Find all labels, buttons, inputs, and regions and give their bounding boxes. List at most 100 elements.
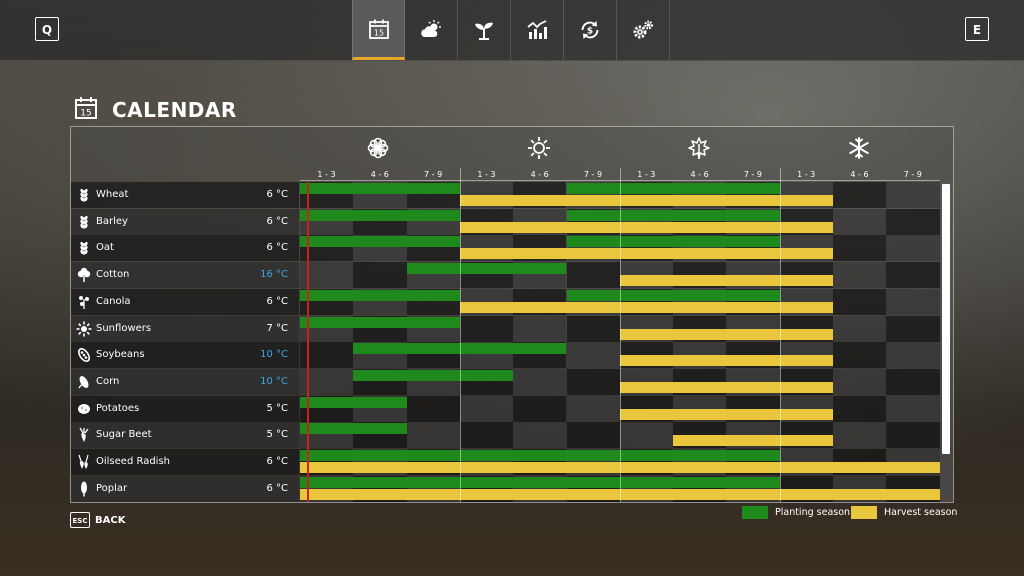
- calendar-cell: [833, 368, 887, 395]
- germination-temperature: 10 °C: [260, 375, 288, 387]
- sun-icon: [528, 137, 550, 159]
- crop-name: Sugar Beet: [96, 429, 152, 441]
- tab-settings[interactable]: [617, 0, 670, 60]
- planting-bar: [566, 289, 780, 301]
- tab-weather[interactable]: [405, 0, 458, 60]
- radish-icon: [78, 454, 89, 469]
- month-label: 4 - 6: [370, 170, 389, 179]
- planting-bar: [406, 263, 567, 275]
- flower-icon: [367, 137, 389, 159]
- crop-row-wheat: Wheat 6 °C: [71, 182, 299, 208]
- esc-key-icon: ESC: [70, 512, 90, 528]
- harvest-bar: [619, 355, 833, 367]
- tab-finances[interactable]: $: [564, 0, 617, 60]
- legend-harvest: Harvest season: [851, 506, 957, 519]
- calendar-cell: [886, 235, 940, 262]
- calendar-cell: [886, 422, 940, 449]
- autumn-season: [687, 136, 711, 160]
- harvest-bar: [619, 381, 833, 393]
- germination-temperature: 6 °C: [266, 482, 288, 494]
- wheat-icon: [80, 188, 88, 202]
- harvest-bar: [459, 301, 833, 313]
- spring-season: [366, 136, 390, 160]
- calendar-cell: [513, 368, 567, 395]
- calendar-cell: [353, 262, 407, 289]
- calendar-cell: [886, 368, 940, 395]
- calendar-cell: [459, 422, 514, 449]
- calendar-title-icon: 15: [75, 97, 97, 119]
- crop-sprout-icon: [475, 22, 493, 40]
- winter-season: [847, 136, 871, 160]
- legend-planting-label: Planting season: [775, 507, 851, 518]
- crop-row-sugar-beet: Sugar Beet 5 °C: [71, 422, 299, 449]
- calendar-cell: [459, 315, 514, 342]
- sunflower-icon: [76, 321, 92, 336]
- back-label: BACK: [95, 514, 126, 526]
- page-title: CALENDAR: [112, 98, 237, 122]
- planting-bar: [300, 209, 460, 221]
- calendar-cell: [566, 315, 620, 342]
- tab-prices[interactable]: [511, 0, 564, 60]
- germination-temperature: 16 °C: [260, 269, 288, 281]
- month-label: 1 - 3: [477, 170, 496, 179]
- calendar-cell: [833, 315, 887, 342]
- calendar-cell: [566, 262, 620, 289]
- planting-bar: [300, 450, 780, 461]
- crop-name: Poplar: [96, 482, 128, 494]
- corn-icon: [78, 375, 89, 389]
- month-label: 1 - 3: [317, 170, 336, 179]
- calendar-cell: [513, 395, 567, 422]
- next-page-key[interactable]: E: [965, 17, 989, 41]
- barley-icon: [80, 215, 88, 229]
- month-label: 7 - 9: [583, 170, 603, 179]
- calendar-cell: [886, 182, 940, 208]
- month-label: 4 - 6: [850, 170, 869, 179]
- crop-name: Cotton: [96, 269, 130, 281]
- planting-bar: [566, 236, 780, 248]
- calendar-cell: [886, 315, 940, 342]
- leaf-icon: [688, 137, 710, 159]
- calendar-cell: [566, 342, 620, 369]
- harvest-bar: [459, 248, 833, 260]
- menu-tabs: 15: [352, 0, 670, 60]
- month-label: 4 - 6: [530, 170, 549, 179]
- weather-icon: [421, 20, 441, 37]
- planting-bar: [300, 289, 460, 301]
- calendar-cell: [833, 395, 887, 422]
- germination-temperature: 7 °C: [266, 322, 288, 334]
- tab-calendar[interactable]: 15: [352, 0, 405, 60]
- crop-name: Wheat: [96, 189, 129, 200]
- calendar-cell: [833, 235, 887, 262]
- crop-row-cotton: Cotton 16 °C: [71, 262, 299, 289]
- month-label: 7 - 9: [903, 170, 922, 179]
- harvest-bar: [673, 435, 833, 447]
- current-date-marker: [307, 182, 309, 502]
- planting-bar: [300, 316, 460, 328]
- crop-name: Oat: [96, 242, 114, 254]
- crop-row-canola: Canola 6 °C: [71, 288, 299, 315]
- harvest-bar: [300, 462, 940, 473]
- crop-row-soybeans: Soybeans 10 °C: [71, 342, 299, 369]
- harvest-bar: [300, 488, 940, 500]
- season-divider: [619, 168, 621, 502]
- planting-swatch: [742, 506, 768, 519]
- poplar-icon: [81, 481, 87, 497]
- crop-row-poplar: Poplar 6 °C: [71, 475, 299, 502]
- crop-name: Oilseed Radish: [96, 456, 170, 467]
- snowflake-icon: [849, 137, 869, 159]
- tab-crops[interactable]: [458, 0, 511, 60]
- planting-bar: [300, 183, 460, 194]
- prev-page-key[interactable]: Q: [35, 17, 59, 41]
- planting-bar: [300, 476, 780, 488]
- back-button[interactable]: ESC BACK: [70, 512, 125, 528]
- planting-bar: [566, 209, 780, 221]
- scrollbar-thumb[interactable]: [942, 184, 950, 454]
- harvest-bar: [619, 275, 833, 287]
- calendar-cell: [406, 395, 460, 422]
- month-label: 7 - 9: [424, 170, 443, 179]
- calendar-cell: [833, 208, 887, 235]
- calendar-cell: [513, 422, 567, 449]
- calendar-cell: [833, 342, 887, 369]
- germination-temperature: 6 °C: [266, 456, 288, 467]
- crop-row-corn: Corn 10 °C: [71, 368, 299, 395]
